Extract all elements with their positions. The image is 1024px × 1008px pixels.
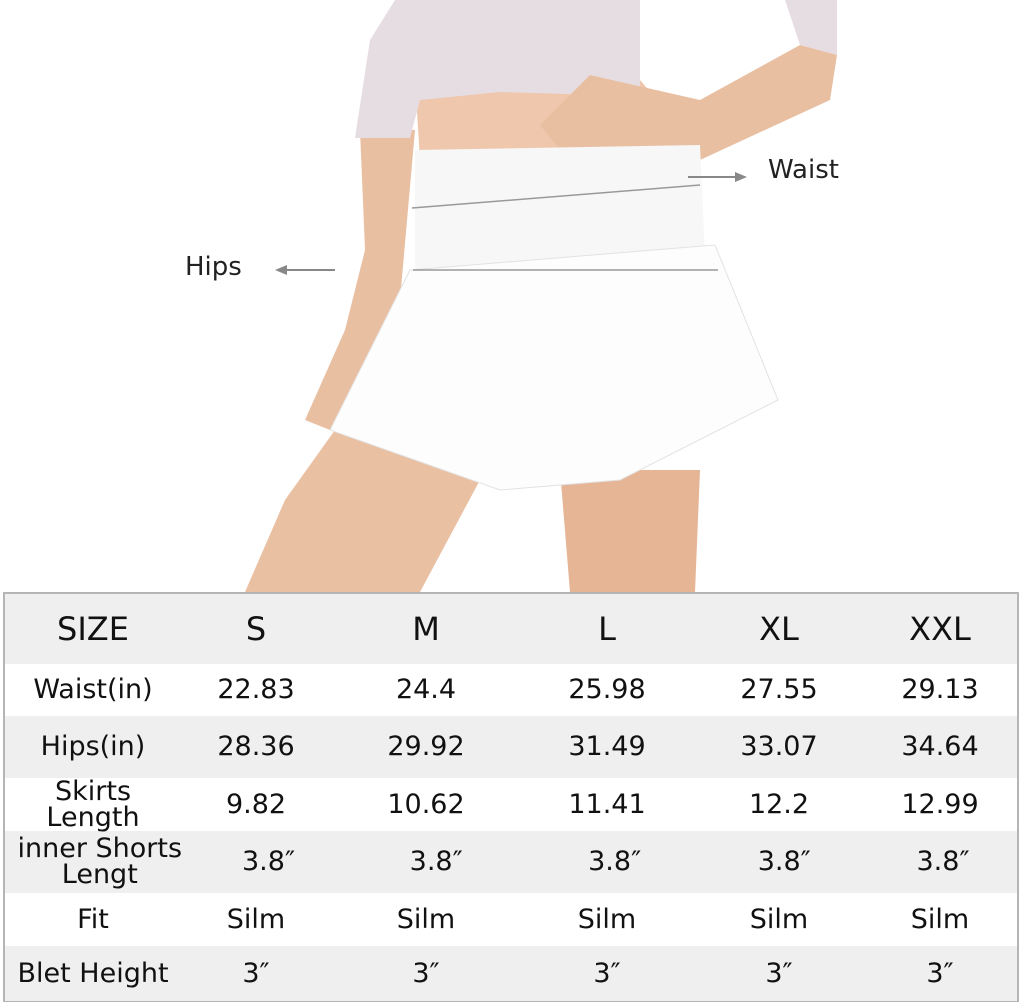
header-cell: SIZE: [57, 610, 129, 648]
header-cell: S: [245, 610, 267, 648]
table-cell: Silm: [577, 903, 637, 935]
table-cell: 33.07: [740, 731, 818, 762]
table-cell: 3.8″: [588, 846, 642, 877]
table-row: Hips(in) 28.36 29.92 31.49 33.07 34.64: [5, 716, 1017, 778]
table-cell: Silm: [226, 903, 286, 935]
table-cell: 3″: [242, 957, 270, 989]
table-cell: 29.13: [901, 674, 979, 705]
table-cell: 3″: [926, 957, 954, 989]
table-cell: 3.8″: [242, 846, 296, 877]
table-cell: 27.55: [740, 674, 818, 705]
top-shirt: [355, 0, 640, 138]
table-cell: 10.62: [387, 788, 465, 820]
row-label: Waist(in): [33, 674, 153, 705]
product-photo: [245, 0, 837, 592]
table-cell: 11.41: [568, 788, 646, 820]
row-label: Fit: [77, 903, 109, 935]
table-row: inner Shorts Lengt 3.8″ 3.8″ 3.8″ 3.8″ 3.8″: [5, 831, 1017, 893]
right-arm: [540, 45, 837, 160]
table-row: Blet Height 3″ 3″ 3″ 3″ 3″: [5, 946, 1017, 1001]
table-cell: 9.82: [225, 788, 287, 820]
skirt-pleats: [329, 244, 779, 491]
hips-arrow-icon: [275, 265, 335, 275]
waist-arrow-icon: [688, 172, 747, 182]
table-cell: Silm: [396, 903, 456, 935]
table-header-row: SIZE S M L XL XXL: [5, 594, 1017, 664]
row-label: Hips(in): [40, 731, 146, 762]
table-row: Fit Silm Silm Silm Silm Silm: [5, 893, 1017, 946]
table-cell: 3″: [593, 957, 621, 989]
table-cell: 28.36: [217, 731, 295, 762]
left-arm: [305, 130, 415, 430]
skirt-waistband: [415, 145, 705, 275]
table-cell: 12.99: [901, 788, 979, 820]
table-cell: 3″: [765, 957, 793, 989]
row-label: Blet Height: [17, 957, 169, 989]
right-leg: [560, 470, 700, 592]
right-sleeve: [785, 0, 837, 55]
header-cell: XXL: [909, 610, 971, 648]
row-label: Skirts Length: [46, 775, 140, 833]
table-row: Waist(in) 22.83 24.4 25.98 27.55 29.13: [5, 664, 1017, 716]
table-cell: Silm: [910, 903, 970, 935]
waist-label: Waist: [768, 155, 839, 185]
table-cell: 24.4: [395, 674, 457, 705]
table-cell: 29.92: [387, 731, 465, 762]
table-cell: 12.2: [748, 788, 810, 820]
table-cell: 25.98: [568, 674, 646, 705]
table-cell: 34.64: [901, 731, 979, 762]
table-cell: 3.8″: [757, 846, 811, 877]
header-cell: M: [412, 610, 440, 648]
hips-label: Hips: [185, 252, 242, 282]
row-label: inner Shorts Lengt: [17, 833, 183, 890]
table-cell: 3.8″: [409, 846, 463, 877]
size-chart-table: SIZE S M L XL XXL Waist(in) 22.83 24.4 25.9…: [3, 592, 1019, 1002]
left-leg: [245, 430, 480, 592]
table-cell: 31.49: [568, 731, 646, 762]
header-cell: L: [598, 610, 616, 648]
table-cell: 3.8″: [916, 846, 970, 877]
table-cell: 3″: [412, 957, 440, 989]
table-cell: 22.83: [217, 674, 295, 705]
header-cell: XL: [759, 610, 799, 648]
table-row: Skirts Length 9.82 10.62 11.41 12.2 12.99: [5, 778, 1017, 831]
table-cell: Silm: [749, 903, 809, 935]
